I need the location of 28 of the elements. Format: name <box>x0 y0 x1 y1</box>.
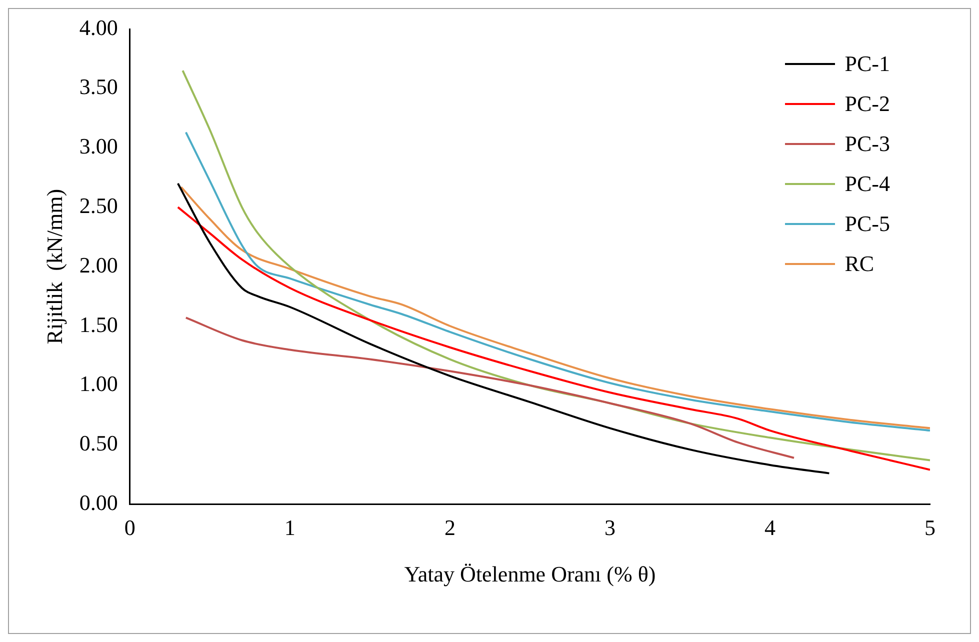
y-tick-label: 3.50 <box>79 74 118 100</box>
line-series <box>184 316 795 459</box>
x-tick-label: 0 <box>124 515 136 540</box>
x-tick-label: 3 <box>604 515 616 540</box>
legend-label: PC-2 <box>844 91 890 117</box>
legend-label: RC <box>844 251 874 277</box>
y-tick-label: 0.50 <box>79 430 118 456</box>
legend-label: PC-4 <box>844 171 890 197</box>
line-series <box>184 131 930 432</box>
legend-label: PC-1 <box>844 51 890 77</box>
y-tick-label: 0.00 <box>79 490 118 515</box>
x-tick-label: 1 <box>284 515 296 540</box>
y-tick-label: 4.00 <box>79 14 118 40</box>
line-series <box>182 70 930 462</box>
y-axis-title: Rijitlik (kN/mm) <box>42 188 67 344</box>
x-axis-title: Yatay Ötelenme Oranı (% θ) <box>404 562 656 587</box>
y-tick-label: 1.00 <box>79 371 118 396</box>
line-series <box>176 206 930 471</box>
legend-label: PC-5 <box>844 211 890 237</box>
line-series <box>176 182 830 474</box>
legend-label: PC-3 <box>844 131 890 157</box>
x-tick-label: 5 <box>924 515 936 540</box>
y-tick-label: 2.50 <box>79 192 118 218</box>
y-tick-label: 2.00 <box>79 252 118 278</box>
x-tick-label: 4 <box>764 515 776 540</box>
x-tick-label: 2 <box>444 515 456 540</box>
y-tick-label: 3.00 <box>79 134 118 159</box>
y-tick-label: 1.50 <box>79 312 118 337</box>
